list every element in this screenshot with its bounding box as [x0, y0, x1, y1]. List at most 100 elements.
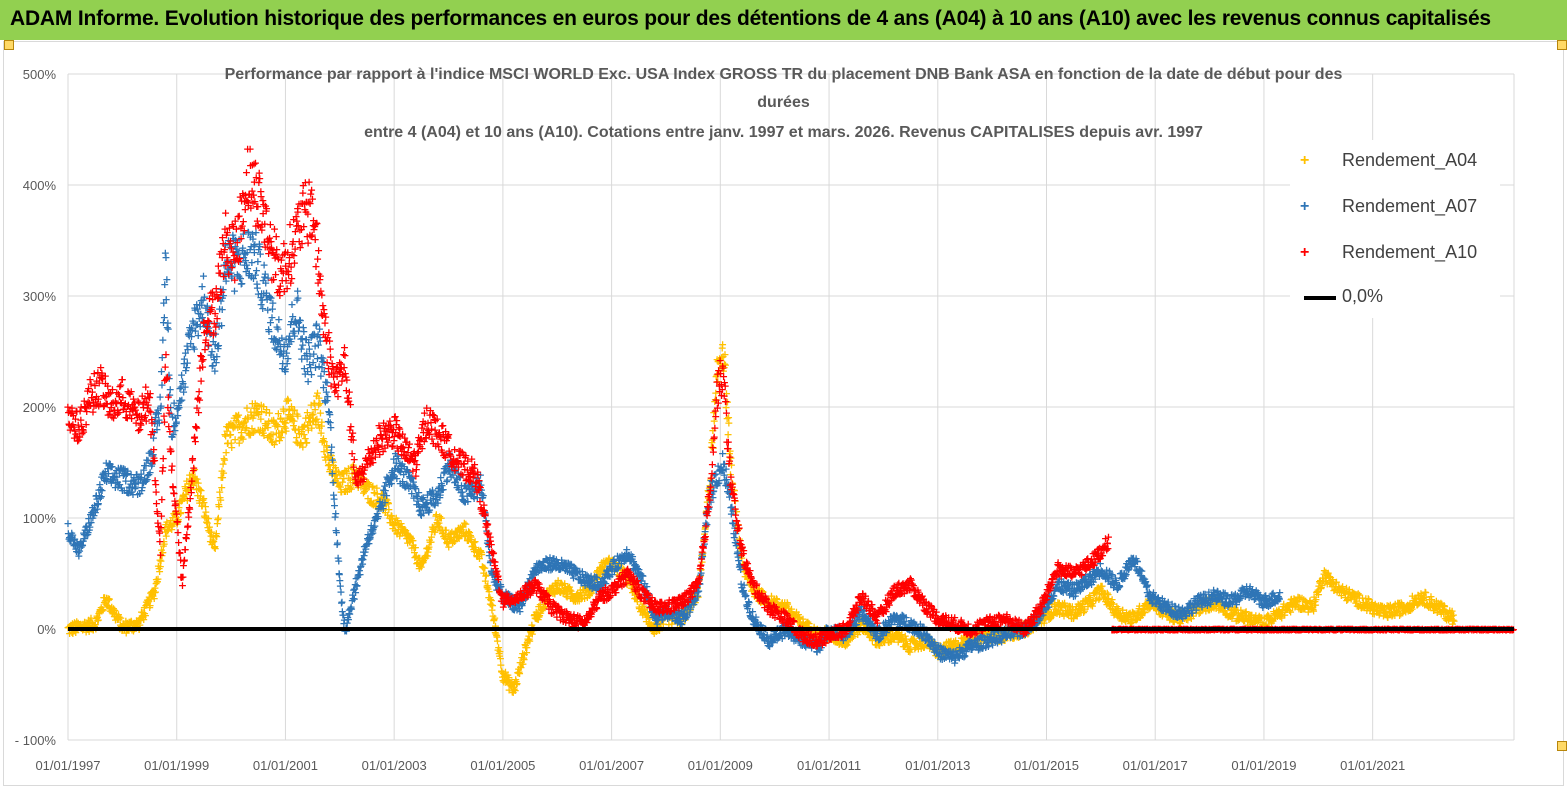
data-point: + [454, 532, 463, 545]
data-point: + [433, 518, 442, 531]
data-point: + [457, 529, 466, 542]
data-point: + [270, 419, 279, 432]
data-point: + [526, 626, 535, 639]
data-point: + [521, 641, 530, 654]
data-point: + [417, 560, 426, 573]
data-point: + [513, 666, 522, 679]
data-point: + [489, 614, 498, 627]
data-point: + [179, 489, 188, 502]
data-point: + [271, 435, 280, 448]
data-point: + [462, 526, 471, 539]
data-point: + [330, 470, 339, 483]
data-point: + [194, 476, 203, 489]
data-point: + [132, 616, 141, 629]
data-point: + [414, 551, 423, 564]
data-point: + [394, 518, 403, 531]
data-point: + [187, 475, 196, 488]
data-point: + [347, 467, 356, 480]
data-point: + [93, 614, 102, 627]
data-point: + [419, 556, 428, 569]
data-point: + [131, 617, 140, 630]
data-point: + [284, 394, 293, 407]
data-point: + [192, 472, 201, 485]
data-point: + [122, 626, 131, 639]
data-point: + [179, 490, 188, 503]
data-point: + [264, 415, 273, 428]
data-point: + [279, 405, 288, 418]
data-point: + [120, 619, 129, 632]
data-point: + [144, 595, 153, 608]
data-point: + [435, 510, 444, 523]
data-point: + [288, 413, 297, 426]
data-point: + [293, 437, 302, 450]
points-layer: ++++++++++++++++++++++++++++++++++++++++… [63, 142, 1518, 699]
data-point: + [114, 608, 123, 621]
data-point: + [497, 665, 506, 678]
data-point: + [398, 523, 407, 536]
data-point: + [484, 583, 493, 596]
data-point: + [140, 607, 149, 620]
data-point: + [290, 404, 299, 417]
data-point: + [480, 561, 489, 574]
data-point: + [252, 399, 261, 412]
data-point: + [450, 535, 459, 548]
data-point: + [299, 421, 308, 434]
data-point: + [353, 469, 362, 482]
data-point: + [283, 352, 292, 365]
data-point: + [313, 387, 322, 400]
data-point: + [427, 525, 436, 538]
data-point: + [111, 610, 120, 623]
data-point: + [486, 597, 495, 610]
data-point: + [168, 511, 177, 524]
data-point: + [502, 669, 511, 682]
data-point: + [451, 528, 460, 541]
data-point: + [422, 541, 431, 554]
data-point: + [248, 397, 257, 410]
data-point: + [419, 552, 428, 565]
data-point: + [144, 594, 153, 607]
data-point: + [498, 674, 507, 687]
data-point: + [476, 544, 485, 557]
data-point: + [182, 484, 191, 497]
data-point: + [253, 407, 262, 420]
data-point: + [213, 517, 222, 530]
data-point: + [434, 519, 443, 532]
data-point: + [376, 491, 385, 504]
data-point: + [176, 507, 185, 520]
data-point: + [69, 619, 78, 632]
data-point: + [454, 522, 463, 535]
data-point: + [321, 453, 330, 466]
data-point: + [442, 524, 451, 537]
data-point: + [296, 437, 305, 450]
data-point: + [428, 522, 437, 535]
data-point: + [343, 485, 352, 498]
data-point: + [256, 423, 265, 436]
data-point: + [323, 449, 332, 462]
data-point: + [268, 436, 277, 449]
data-point: + [492, 630, 501, 643]
data-point: + [195, 496, 204, 509]
data-point: + [85, 617, 94, 630]
data-point: + [247, 408, 256, 421]
data-point: + [75, 619, 84, 632]
data-point: + [217, 471, 226, 484]
data-point: + [163, 524, 172, 537]
data-point: + [331, 461, 340, 474]
data-point: + [218, 458, 227, 471]
data-point: + [197, 484, 206, 497]
data-point: + [387, 509, 396, 522]
data-point: + [66, 618, 75, 631]
data-point: + [294, 422, 303, 435]
data-point: + [310, 397, 319, 410]
data-point: + [107, 601, 116, 614]
data-point: + [239, 417, 248, 430]
data-point: + [371, 497, 380, 510]
data-point: + [101, 594, 110, 607]
data-point: + [415, 562, 424, 575]
data-point: + [518, 658, 527, 671]
data-point: + [410, 546, 419, 559]
data-point: + [367, 494, 376, 507]
data-point: + [242, 401, 251, 414]
data-point: + [391, 524, 400, 537]
data-point: + [157, 549, 166, 562]
